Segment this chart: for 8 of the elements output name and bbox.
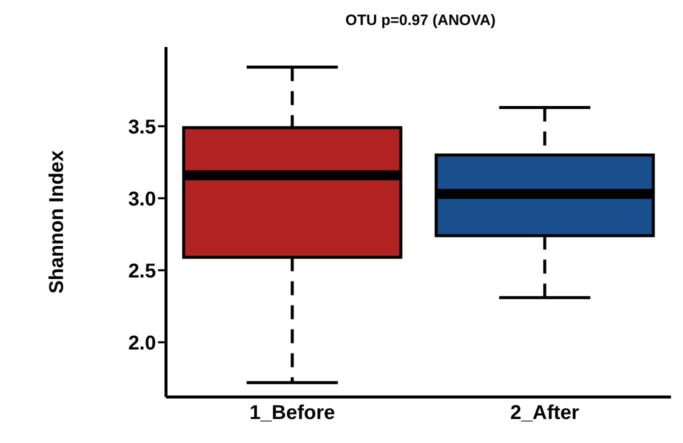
y-tick-label: 2.5 — [128, 260, 156, 282]
x-tick-label: 2_After — [510, 402, 580, 424]
chart-title: OTU p=0.97 (ANOVA) — [344, 11, 497, 31]
y-tick-label: 3.0 — [128, 188, 156, 210]
y-tick-label: 2.0 — [128, 332, 156, 354]
y-tick-label: 3.5 — [128, 116, 156, 138]
x-tick-label: 1_Before — [249, 402, 336, 424]
y-axis-title: Shannon Index — [46, 150, 68, 294]
